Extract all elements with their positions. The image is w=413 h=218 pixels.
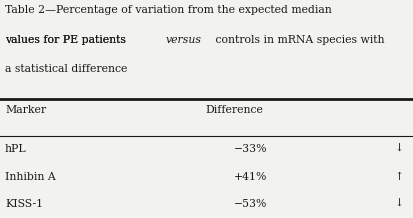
Text: hPL: hPL	[5, 144, 26, 154]
Text: −53%: −53%	[233, 199, 266, 209]
Text: ↑: ↑	[394, 172, 403, 182]
Text: versus: versus	[165, 35, 201, 45]
Text: values for PE patients versus controls in mRNA species with: values for PE patients versus controls i…	[5, 35, 337, 45]
Text: Difference: Difference	[204, 105, 262, 115]
Text: KISS-1: KISS-1	[5, 199, 43, 209]
Text: a statistical difference: a statistical difference	[5, 64, 127, 74]
Text: Table 2—Percentage of variation from the expected median: Table 2—Percentage of variation from the…	[5, 5, 331, 15]
Text: values for PE patients: values for PE patients	[5, 35, 129, 45]
Text: values for PE patients: values for PE patients	[5, 35, 129, 45]
Text: Marker: Marker	[5, 105, 46, 115]
Text: Inhibin A: Inhibin A	[5, 172, 56, 182]
Text: controls in mRNA species with: controls in mRNA species with	[211, 35, 384, 45]
Text: ↓: ↓	[394, 144, 403, 154]
Text: ↓: ↓	[394, 199, 403, 209]
Text: +41%: +41%	[233, 172, 266, 182]
Text: −33%: −33%	[233, 144, 266, 154]
